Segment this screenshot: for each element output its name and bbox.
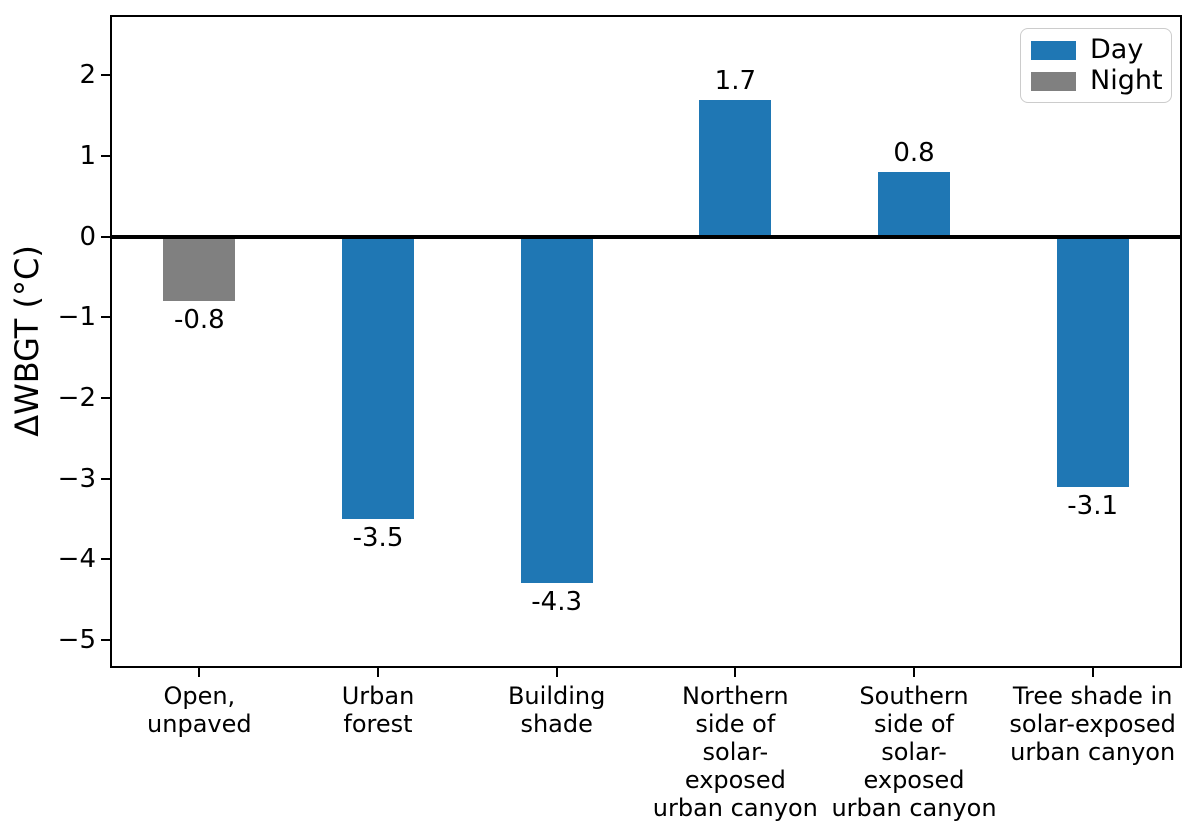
y-tick <box>101 396 110 399</box>
x-tick-label: Urban forest <box>283 682 473 738</box>
bar-value-label: 0.8 <box>893 138 935 169</box>
x-tick-label-line: Southern <box>859 682 969 710</box>
bar-value-label: -4.3 <box>531 587 583 618</box>
y-tick <box>101 235 110 238</box>
y-tick-label: 0 <box>79 221 96 252</box>
y-tick <box>101 477 110 480</box>
bar-value-label: 1.7 <box>714 65 757 96</box>
x-tick-label: Tree shade in solar-exposed urban canyon <box>998 682 1188 766</box>
x-tick-label-line: exposed <box>684 766 786 794</box>
legend-swatch-night <box>1031 71 1076 91</box>
x-tick-label-line: shade <box>520 710 593 738</box>
x-tick-label-line: side of <box>695 710 776 738</box>
bar <box>520 236 593 584</box>
x-tick <box>198 668 201 677</box>
y-tick-label: −4 <box>57 544 96 575</box>
x-tick-label-line: urban canyon <box>831 794 997 822</box>
bar-value-label: -3.1 <box>1067 490 1119 521</box>
legend-label: Day <box>1090 34 1144 65</box>
legend-swatch-day <box>1031 40 1076 60</box>
legend-label: Night <box>1090 65 1163 96</box>
y-tick-label: 2 <box>79 60 96 91</box>
plot-area <box>110 15 1182 668</box>
x-tick-label-line: urban canyon <box>1010 738 1176 766</box>
x-tick-label-line: Tree shade in <box>1012 682 1173 710</box>
x-tick <box>1091 668 1094 677</box>
x-tick-label-line: solar-exposed <box>1009 710 1176 738</box>
x-tick-label-line: unpaved <box>147 710 252 738</box>
y-tick <box>101 74 110 77</box>
x-tick-label: Southern side of solar-exposed urban canyon <box>819 682 1009 822</box>
y-tick-label: −1 <box>57 302 96 333</box>
y-tick <box>101 155 110 158</box>
x-tick-label-line: Northern <box>682 682 789 710</box>
x-tick <box>377 668 379 677</box>
bar <box>878 172 950 237</box>
bar-value-label: -0.8 <box>173 305 225 336</box>
x-tick <box>734 668 737 677</box>
x-tick-label-line: solar- <box>702 738 769 766</box>
bar-value-label: -3.5 <box>352 522 404 553</box>
x-tick-label: Building shade <box>462 682 652 738</box>
x-tick-label-line: side of <box>874 710 954 738</box>
legend: Day Night <box>1020 28 1172 103</box>
x-tick-label: Open, unpaved <box>104 682 294 738</box>
legend-item-night: Night <box>1031 65 1163 96</box>
bar <box>342 236 414 519</box>
x-tick-label-line: urban canyon <box>652 794 818 822</box>
y-tick-label: −3 <box>57 463 96 494</box>
y-tick-label: −5 <box>57 624 96 655</box>
x-tick-label: Northern side of solar-exposed urban canyon <box>640 682 830 822</box>
bar <box>699 99 772 237</box>
y-tick <box>101 558 110 561</box>
y-tick <box>101 316 110 319</box>
y-tick <box>101 638 110 641</box>
x-tick-label-line: Urban <box>341 682 415 710</box>
x-tick-label-line: forest <box>343 710 413 738</box>
bar <box>163 236 236 302</box>
bar <box>1056 236 1129 487</box>
y-tick-label: −2 <box>57 382 96 413</box>
y-tick-label: 1 <box>79 141 96 172</box>
legend-item-day: Day <box>1031 36 1161 64</box>
zero-line <box>110 234 1182 239</box>
x-tick-label-line: solar- <box>881 738 947 766</box>
x-tick-label-line: Open, <box>163 682 236 710</box>
x-tick-label-line: Building <box>507 682 606 710</box>
x-tick-label-line: exposed <box>863 766 965 794</box>
x-tick <box>913 668 915 677</box>
x-tick <box>555 668 558 677</box>
